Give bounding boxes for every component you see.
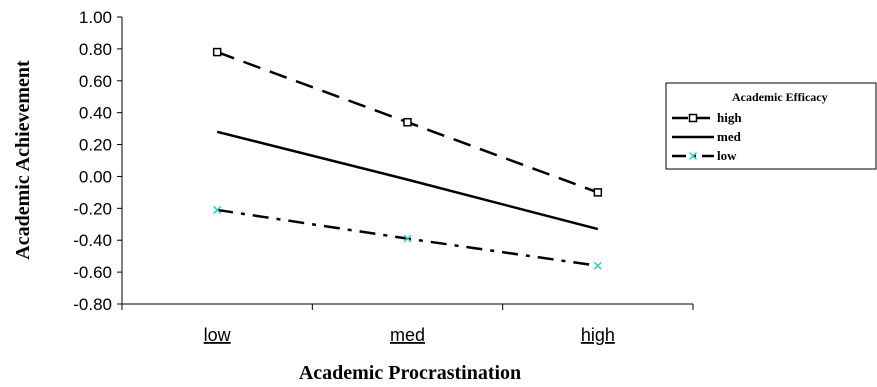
x-axis-title: Academic Procrastination xyxy=(299,362,521,384)
y-tick-label: 0.40 xyxy=(79,104,112,123)
legend-title: Academic Efficacy xyxy=(732,90,828,104)
legend-marker-high xyxy=(688,113,698,123)
legend-box xyxy=(665,82,877,170)
x-tick-label-low: low xyxy=(204,325,232,345)
series-med xyxy=(216,130,599,231)
x-tick-labels: low med high xyxy=(121,304,694,345)
y-tick-labels: 1.00 0.80 0.60 0.40 0.20 0.00 -0.20 -0.40 -0.60 -… xyxy=(73,8,122,314)
y-tick-label: -0.40 xyxy=(73,231,112,250)
y-tick-label: -0.20 xyxy=(73,199,112,218)
legend-marker-low xyxy=(688,151,698,161)
y-tick-label: -0.80 xyxy=(73,295,112,314)
y-tick-label: 0.20 xyxy=(79,136,112,155)
legend-item-med: med xyxy=(672,129,742,144)
data-point-high-high xyxy=(593,188,603,197)
legend-item-low: low xyxy=(672,148,737,163)
data-point-low-low xyxy=(213,205,222,214)
y-axis-title: Academic Achievement xyxy=(12,60,34,260)
series-line-med xyxy=(216,130,599,231)
legend-label-high: high xyxy=(717,110,742,125)
x-tick-label-high: high xyxy=(581,325,615,345)
y-tick-label: 0.60 xyxy=(79,72,112,91)
y-tick-label: 1.00 xyxy=(79,8,112,27)
series-layer xyxy=(212,47,603,270)
data-point-high-low xyxy=(212,47,222,57)
y-tick-label: -0.60 xyxy=(73,263,112,282)
axes xyxy=(121,17,693,305)
data-point-high-med xyxy=(403,117,412,127)
x-tick-label-med: med xyxy=(390,325,425,345)
y-tick-label: 0.80 xyxy=(79,40,112,59)
legend-label-med: med xyxy=(717,129,742,144)
legend-item-high: high xyxy=(672,110,742,125)
legend: Academic Efficacy high med low xyxy=(665,82,877,170)
data-point-low-med xyxy=(403,234,412,243)
legend-label-low: low xyxy=(717,148,737,163)
series-low xyxy=(213,205,602,270)
data-point-low-high xyxy=(593,261,602,270)
legend-items: high med low xyxy=(672,110,742,163)
y-tick-label: 0.00 xyxy=(79,167,112,186)
series-high xyxy=(212,47,603,197)
